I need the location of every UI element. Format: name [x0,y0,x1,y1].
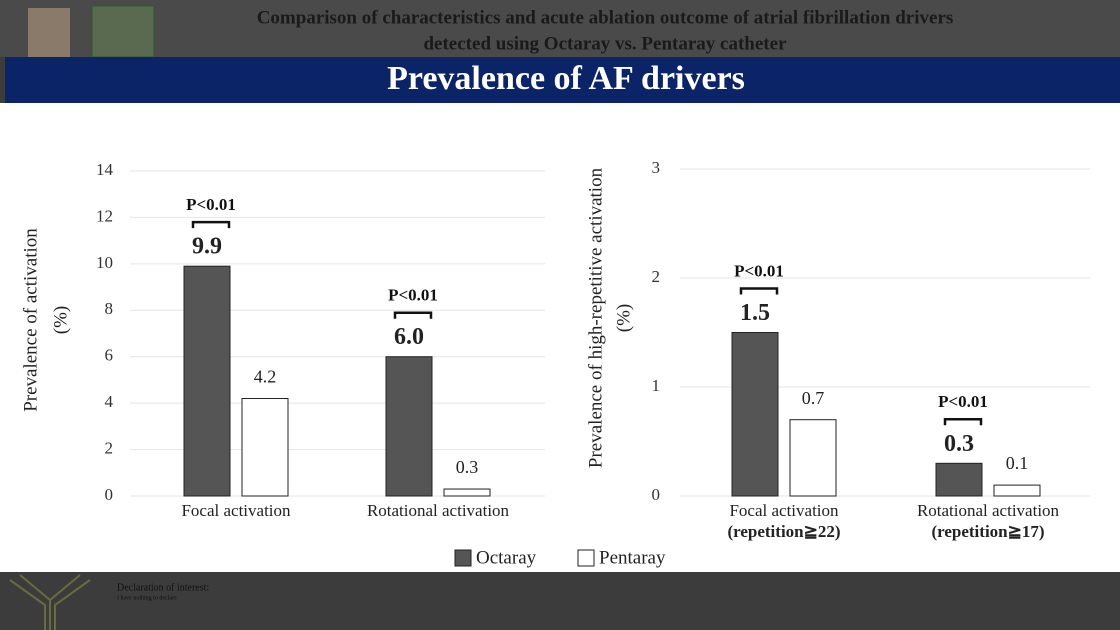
y-tick-label: 12 [96,206,113,225]
y-tick-label: 3 [652,158,661,177]
x-tick-label: Rotational activation [367,501,510,520]
y-tick-label: 6 [105,346,114,365]
significance-bracket [191,220,231,229]
significance-bracket [943,418,983,426]
data-label: 4.2 [254,367,277,387]
bar [993,484,1041,497]
legend-label: Octaray [476,547,537,568]
y-tick-label: 0 [105,485,114,504]
legend-swatch [577,549,595,567]
p-value: P<0.01 [186,195,236,214]
y-tick-label: 0 [652,485,661,504]
banner-title: Prevalence of AF drivers [387,60,745,97]
bar [789,419,837,497]
data-label: 0.7 [802,388,825,408]
p-value: P<0.01 [938,392,988,411]
bar [385,356,433,497]
y-tick-label: 8 [105,299,114,318]
y-axis-label: Prevalence of activation [20,228,41,412]
x-tick-label: Rotational activation [917,501,1060,520]
legend-label: Pentaray [599,547,666,568]
x-tick-label: Focal activation [729,501,839,520]
presenter-photo [28,8,70,57]
y-tick-label: 4 [105,392,114,411]
data-label: 6.0 [394,324,424,350]
y-tick-label: 14 [96,160,114,179]
data-label: 0.3 [944,431,974,457]
y-axis-label: Prevalence of high-repetitive activation [585,167,606,468]
y-tick-label: 2 [652,267,661,286]
title: Comparison of characteristics and acute … [257,7,954,28]
data-label: 0.1 [1006,453,1029,473]
bar [183,265,231,497]
bar [731,332,779,497]
footer-text: I have nothing to declare [117,595,177,601]
tree-logo [9,574,91,630]
bar [241,398,289,497]
y-tick-label: 1 [652,376,661,395]
legend-swatch [454,549,472,567]
x-tick-label: Focal activation [181,501,291,520]
y-tick-label: 2 [105,438,114,457]
data-label: 9.9 [192,234,222,260]
data-label: 1.5 [740,300,770,326]
p-value: P<0.01 [734,261,784,280]
logo [91,5,155,58]
y-axis-label: (%) [613,304,634,332]
significance-bracket [393,311,433,319]
header-band [0,0,1120,57]
y-tick-label: 10 [96,253,113,272]
bar [443,488,491,497]
bar [935,462,983,497]
p-value: P<0.01 [388,286,438,305]
footer-text: Declaration of interest: [117,582,209,593]
y-axis-label: (%) [50,306,71,334]
title: detected using Octaray vs. Pentaray cath… [423,33,787,54]
x-tick-note: (repetition≧17) [931,522,1044,541]
data-label: 0.3 [456,457,479,477]
banner [5,57,1120,103]
x-tick-note: (repetition≧22) [727,522,840,541]
significance-bracket [739,287,779,295]
